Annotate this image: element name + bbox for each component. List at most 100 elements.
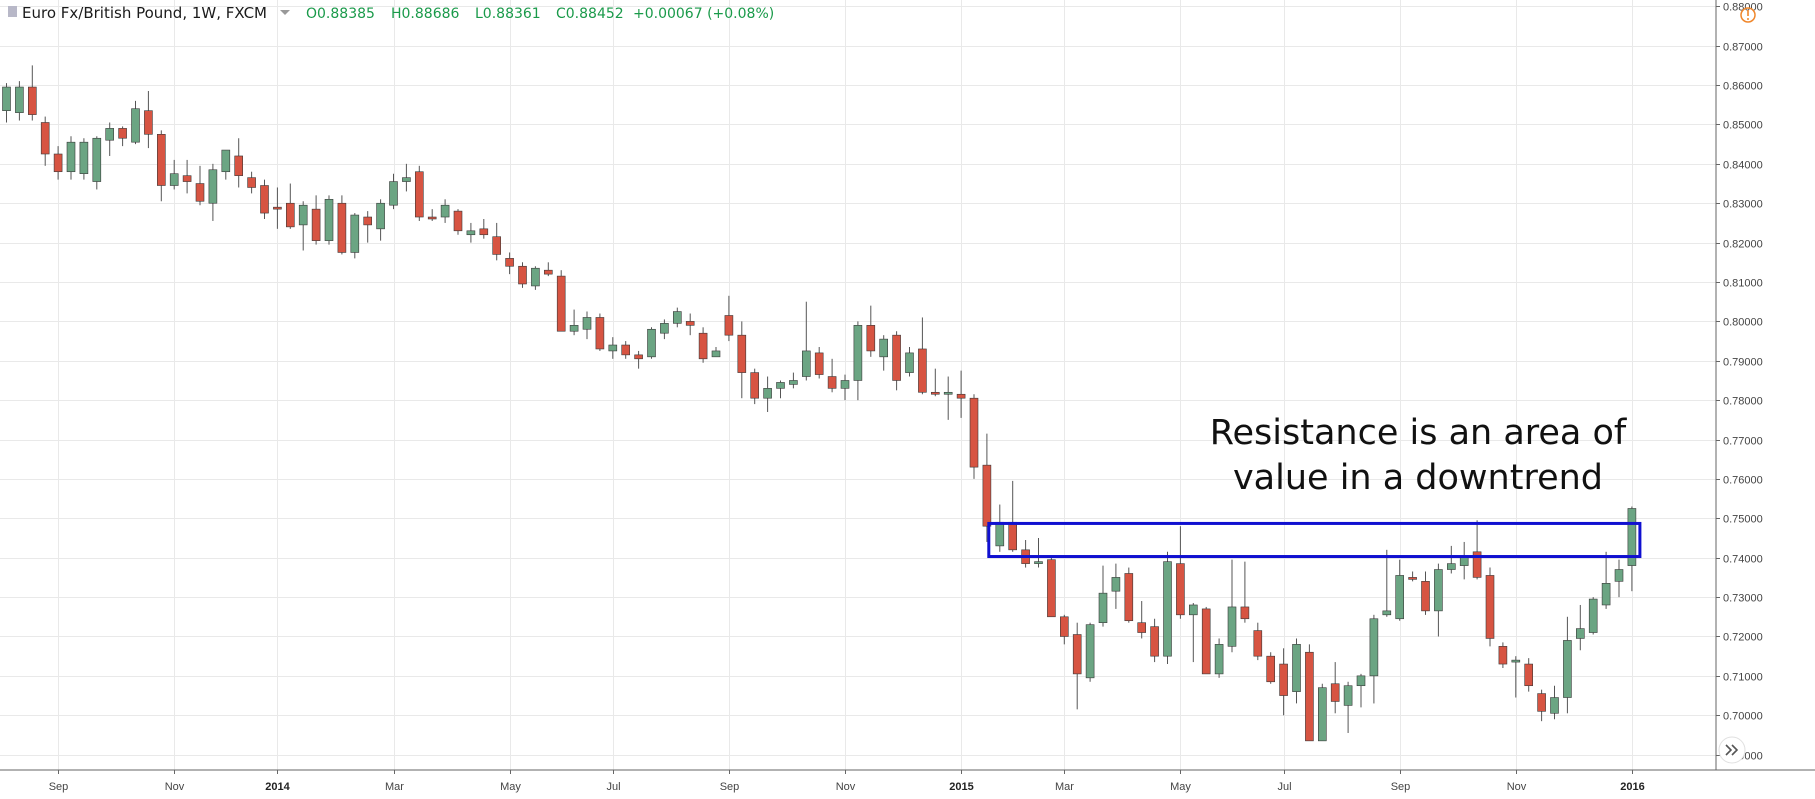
candle-up[interactable] bbox=[1227, 559, 1237, 653]
candle-down[interactable] bbox=[285, 183, 295, 229]
candle-up[interactable] bbox=[221, 149, 231, 180]
candle-up[interactable] bbox=[2, 83, 11, 123]
candle-down[interactable] bbox=[982, 433, 992, 542]
candle-up[interactable] bbox=[1356, 673, 1366, 708]
candle-down[interactable] bbox=[273, 187, 282, 229]
chevron-down-icon[interactable] bbox=[280, 10, 290, 15]
candle-up[interactable] bbox=[647, 327, 656, 359]
candle-down[interactable] bbox=[685, 313, 695, 336]
candle-up[interactable] bbox=[569, 309, 579, 336]
candle-up[interactable] bbox=[208, 163, 218, 221]
candle-up[interactable] bbox=[105, 122, 114, 156]
candle-up[interactable] bbox=[672, 307, 682, 328]
candle-down[interactable] bbox=[157, 130, 166, 202]
candle-down[interactable] bbox=[1047, 555, 1056, 618]
time-axis[interactable]: Sep Nov 2014 Mar May Jul Sep Nov 2015 Mar May Jul Se… bbox=[49, 770, 1645, 793]
candle-down[interactable] bbox=[118, 126, 127, 147]
candle-up[interactable] bbox=[1382, 549, 1392, 617]
price-axis[interactable]: 0.88000 0.87000 0.86000 0.85000 0.84000 0.830… bbox=[1716, 2, 1763, 763]
candle-down[interactable] bbox=[1472, 520, 1482, 580]
candle-down[interactable] bbox=[144, 90, 153, 149]
candle-up[interactable] bbox=[1395, 559, 1404, 621]
candle-up[interactable] bbox=[1434, 563, 1443, 637]
candle-down[interactable] bbox=[698, 327, 708, 363]
candle-down[interactable] bbox=[27, 65, 37, 121]
candle-down[interactable] bbox=[1524, 658, 1533, 692]
resistance-zone-rectangle[interactable] bbox=[987, 521, 1642, 559]
candle-down[interactable] bbox=[1137, 601, 1146, 639]
candle-up[interactable] bbox=[169, 159, 179, 190]
candle-up[interactable] bbox=[66, 136, 76, 180]
candle-up[interactable] bbox=[92, 136, 102, 190]
candle-down[interactable] bbox=[827, 358, 837, 393]
candle-up[interactable] bbox=[402, 163, 411, 192]
candle-up[interactable] bbox=[608, 337, 618, 359]
candle-down[interactable] bbox=[1421, 571, 1430, 615]
candle-down[interactable] bbox=[260, 179, 269, 219]
candle-down[interactable] bbox=[1060, 614, 1069, 645]
candle-up[interactable] bbox=[660, 319, 669, 340]
candle-down[interactable] bbox=[414, 165, 424, 221]
candle-down[interactable] bbox=[969, 394, 979, 479]
candle-up[interactable] bbox=[79, 138, 89, 180]
candle-up[interactable] bbox=[1550, 685, 1559, 720]
candle-down[interactable] bbox=[1150, 618, 1159, 663]
candle-down[interactable] bbox=[453, 209, 463, 235]
candle-up[interactable] bbox=[1189, 603, 1198, 663]
candle-up[interactable] bbox=[853, 321, 863, 401]
candle-down[interactable] bbox=[518, 262, 527, 288]
candle-up[interactable] bbox=[1614, 559, 1624, 598]
candle-down[interactable] bbox=[621, 341, 631, 359]
candle-down[interactable] bbox=[866, 305, 876, 357]
candle-up[interactable] bbox=[440, 199, 450, 223]
candle-up[interactable] bbox=[1588, 597, 1598, 635]
candle-up[interactable] bbox=[1601, 551, 1611, 609]
candle-down[interactable] bbox=[1201, 606, 1211, 675]
candle-up[interactable] bbox=[1292, 638, 1301, 704]
candle-up[interactable] bbox=[531, 266, 540, 290]
candle-up[interactable] bbox=[1511, 656, 1521, 698]
candle-down[interactable] bbox=[1253, 622, 1263, 661]
candle-up[interactable] bbox=[1563, 616, 1572, 714]
candle-up[interactable] bbox=[15, 81, 24, 121]
candle-down[interactable] bbox=[750, 368, 760, 405]
candle-up[interactable] bbox=[1318, 683, 1327, 742]
candle-down[interactable] bbox=[1072, 622, 1082, 710]
candle-up[interactable] bbox=[1576, 604, 1585, 651]
candle-down[interactable] bbox=[1124, 567, 1134, 623]
candle-down[interactable] bbox=[363, 211, 373, 243]
candle-up[interactable] bbox=[350, 213, 360, 259]
candle-down[interactable] bbox=[1498, 642, 1508, 668]
candle-down[interactable] bbox=[814, 346, 824, 379]
candle-down[interactable] bbox=[337, 195, 347, 255]
candle-up[interactable] bbox=[131, 100, 140, 145]
candle-down[interactable] bbox=[492, 222, 502, 261]
candle-down[interactable] bbox=[1266, 652, 1275, 684]
candle-down[interactable] bbox=[1485, 567, 1495, 647]
candle-down[interactable] bbox=[892, 331, 901, 391]
candle-down[interactable] bbox=[1330, 662, 1340, 714]
candle-down[interactable] bbox=[195, 165, 205, 206]
candle-up[interactable] bbox=[879, 335, 889, 371]
candle-down[interactable] bbox=[182, 159, 192, 194]
candle-up[interactable] bbox=[1098, 565, 1108, 627]
candle-up[interactable] bbox=[582, 311, 592, 340]
candle-down[interactable] bbox=[311, 195, 321, 245]
candle-up[interactable] bbox=[776, 380, 785, 399]
candle-down[interactable] bbox=[427, 209, 437, 221]
candle-down[interactable] bbox=[556, 270, 566, 332]
candle-down[interactable] bbox=[1279, 648, 1288, 716]
candle-up[interactable] bbox=[789, 372, 798, 389]
candle-up[interactable] bbox=[1163, 551, 1172, 665]
candle-down[interactable] bbox=[40, 116, 50, 166]
warning-circle-icon[interactable] bbox=[1740, 7, 1756, 23]
candle-down[interactable] bbox=[53, 146, 63, 180]
candle-up[interactable] bbox=[389, 173, 398, 210]
candle-up[interactable] bbox=[1343, 681, 1353, 733]
scroll-to-latest-button[interactable] bbox=[1718, 736, 1746, 764]
candle-up[interactable] bbox=[763, 376, 772, 412]
candle-down[interactable] bbox=[595, 313, 605, 351]
candle-up[interactable] bbox=[1447, 545, 1456, 574]
candle-up[interactable] bbox=[1214, 638, 1224, 678]
